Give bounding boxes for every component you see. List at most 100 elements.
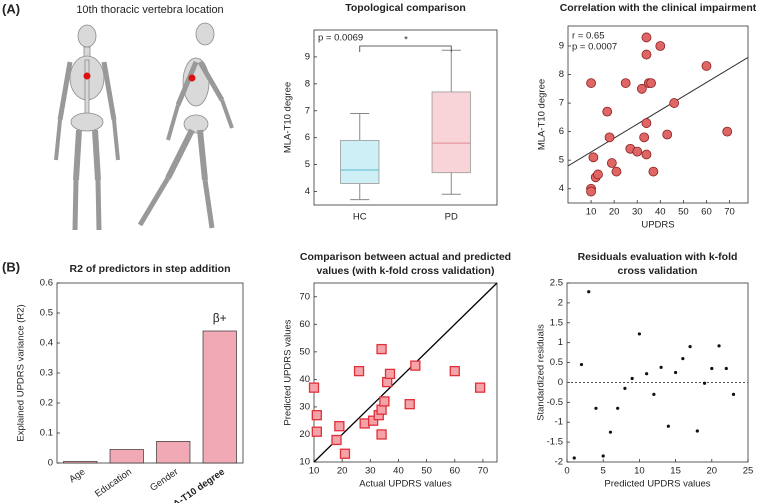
annotation: *: [404, 35, 408, 46]
point: [586, 78, 596, 88]
point: [630, 376, 634, 381]
point: [688, 345, 692, 349]
x-tick-label: 20: [707, 466, 718, 477]
y-tick-label: 4: [305, 186, 310, 197]
chart-title: values (with k-fold cross validation): [317, 265, 495, 277]
point: [593, 169, 603, 180]
point: [655, 41, 666, 51]
y-tick-label: 0.2: [40, 398, 53, 409]
x-tick-label: PD: [445, 212, 458, 223]
point: [616, 406, 620, 410]
plot-frame: [313, 282, 498, 463]
x-tick-label: 30: [632, 207, 643, 218]
point: [695, 429, 699, 433]
y-tick-label: 0.3: [40, 368, 53, 379]
x-tick-label: 60: [701, 207, 712, 218]
x-tick-label: 20: [609, 207, 620, 218]
box: [431, 91, 471, 174]
annotation: p = 0.0007: [572, 42, 617, 53]
y-tick-label: 1.5: [550, 317, 563, 328]
point: [623, 386, 627, 391]
point: [384, 368, 396, 380]
y-tick-label: 0.6: [40, 278, 53, 289]
y-tick-label: 0: [558, 377, 563, 388]
y-axis-label: Explained UPDRS variance (R2): [16, 304, 27, 441]
y-tick-label: 30: [299, 401, 310, 412]
point: [606, 158, 617, 168]
point: [611, 166, 622, 177]
illustration-title: 10th thoracic vertebra location: [76, 4, 223, 16]
x-tick-label: 50: [421, 466, 432, 477]
point: [449, 365, 460, 377]
point: [339, 448, 351, 459]
point: [641, 49, 652, 60]
point: [579, 362, 584, 367]
point: [308, 382, 320, 393]
point: [311, 410, 322, 421]
x-axis-label: Actual UPDRS values: [359, 479, 452, 490]
point: [602, 106, 613, 117]
x-tick-label: 20: [337, 466, 348, 477]
point: [731, 392, 736, 396]
plot-frame: [566, 282, 749, 463]
chart-title: Correlation with the clinical impairment: [560, 2, 757, 14]
chart-title: Topological comparison: [345, 2, 466, 14]
point: [604, 132, 615, 143]
bar: [156, 441, 191, 464]
x-tick-label: Age: [67, 467, 87, 486]
point: [702, 381, 707, 385]
x-tick-label: 10: [634, 466, 645, 477]
significance-bracket: [359, 45, 452, 52]
point: [717, 344, 721, 348]
x-tick-label: 30: [365, 466, 376, 477]
point: [311, 426, 322, 437]
point: [601, 454, 605, 458]
y-tick-label: 2: [558, 297, 563, 308]
point: [353, 365, 365, 377]
y-tick-label: 60: [299, 319, 310, 330]
point: [587, 290, 591, 294]
point: [710, 366, 714, 371]
x-tick-label: HC: [353, 212, 367, 223]
panel-label: (A): [2, 1, 20, 16]
y-axis-label: MLA-T10 degree: [537, 79, 548, 150]
point: [639, 132, 650, 143]
plot-frame: [313, 29, 498, 206]
point: [620, 78, 631, 88]
skeleton-front: [54, 24, 120, 231]
point: [724, 366, 728, 371]
point: [572, 456, 576, 460]
y-tick-label: 0.5: [550, 357, 563, 368]
point: [666, 424, 670, 428]
point: [641, 118, 652, 128]
x-axis-label: Predicted UPDRS values: [604, 479, 710, 490]
point: [410, 360, 421, 371]
skeleton-side: [137, 22, 234, 229]
y-tick-label: -0.5: [547, 397, 563, 408]
point: [334, 421, 345, 432]
y-tick-label: 8: [305, 78, 310, 89]
x-tick-label: 25: [743, 466, 754, 477]
point: [669, 98, 680, 108]
y-tick-label: 4: [559, 183, 564, 194]
point: [404, 399, 415, 410]
y-tick-label: 9: [305, 51, 310, 62]
panel-label: (B): [2, 259, 20, 274]
y-tick-label: 10: [299, 457, 310, 468]
y-tick-label: 6: [559, 126, 564, 137]
chart-title: Comparison between actual and predicted: [300, 251, 511, 263]
identity-line: [313, 282, 498, 463]
y-tick-label: 7: [305, 105, 310, 116]
x-tick-label: 70: [478, 466, 489, 477]
x-axis-label: UPDRS: [641, 220, 674, 231]
point: [652, 392, 656, 396]
y-tick-label: 8: [559, 69, 564, 80]
y-tick-label: 1: [558, 337, 563, 348]
point: [376, 429, 387, 440]
point: [641, 32, 652, 43]
point: [586, 186, 596, 197]
y-tick-label: 0.5: [40, 308, 53, 319]
x-tick-label: 70: [724, 207, 735, 218]
y-axis-label: Predicted UPDRS values: [283, 319, 294, 425]
